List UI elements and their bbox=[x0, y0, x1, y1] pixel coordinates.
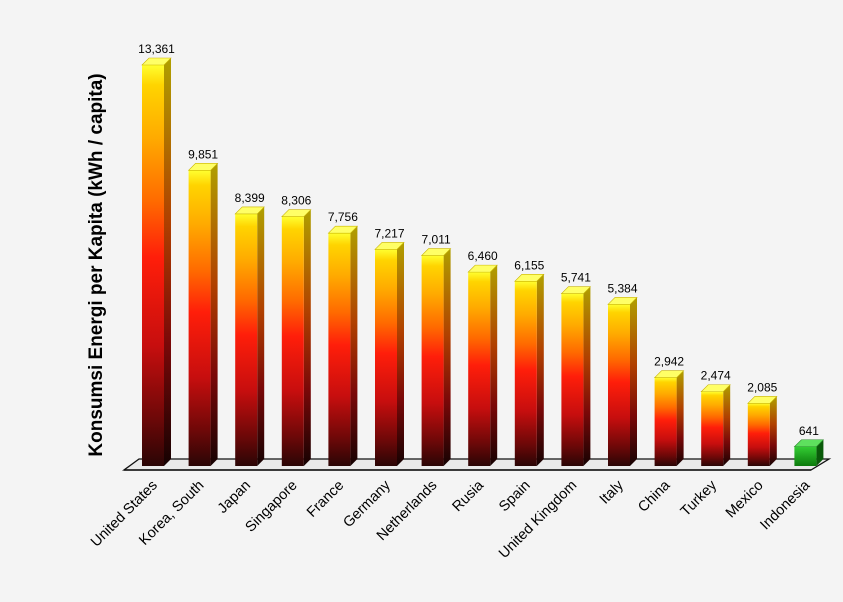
category-label-italy: Italy bbox=[597, 477, 628, 508]
value-label-germany: 7,217 bbox=[374, 226, 404, 240]
bar-side-italy bbox=[630, 297, 637, 466]
bar-italy bbox=[607, 297, 638, 466]
bar-top-japan bbox=[234, 206, 265, 215]
bar-top-rusia bbox=[467, 264, 498, 273]
bar-side-japan bbox=[257, 206, 265, 466]
value-label-japan: 8,399 bbox=[235, 191, 265, 205]
bar-side-spain bbox=[536, 274, 544, 466]
bar-front-italy bbox=[608, 304, 630, 466]
bar-korea-south bbox=[187, 163, 219, 466]
bar-top-france bbox=[327, 225, 359, 234]
bar-mexico bbox=[747, 396, 778, 466]
bar-side-indonesia bbox=[816, 439, 824, 466]
bar-top-united-kingdom bbox=[560, 286, 592, 294]
bar-side-france bbox=[350, 226, 358, 466]
bar-top-china bbox=[653, 370, 685, 379]
bar-front-netherlands bbox=[421, 255, 444, 466]
bar-turkey bbox=[700, 384, 731, 466]
bar-top-germany bbox=[374, 242, 405, 250]
category-label-mexico: Mexico bbox=[723, 478, 767, 522]
bar-singapore bbox=[281, 209, 312, 466]
value-label-spain: 6,155 bbox=[514, 258, 544, 272]
category-label-turkey: Turkey bbox=[678, 477, 721, 520]
bar-top-united-states bbox=[141, 57, 172, 66]
bar-top-spain bbox=[514, 273, 545, 282]
bar-front-china bbox=[654, 377, 677, 466]
value-label-united-kingdom: 5,741 bbox=[561, 271, 591, 285]
value-label-netherlands: 7,011 bbox=[422, 233, 451, 247]
category-label-indonesia: Indonesia bbox=[757, 477, 813, 533]
bar-side-mexico bbox=[769, 396, 777, 466]
bar-united-states bbox=[141, 57, 172, 466]
value-label-rusia: 6,460 bbox=[468, 249, 498, 263]
bar-top-korea-south bbox=[187, 163, 219, 171]
bar-side-china bbox=[676, 370, 684, 466]
category-label-spain: Spain bbox=[496, 478, 534, 516]
bar-top-turkey bbox=[700, 384, 731, 393]
bar-side-korea-south bbox=[210, 163, 218, 466]
bar-front-united-kingdom bbox=[561, 293, 584, 466]
bar-front-japan bbox=[235, 213, 258, 466]
bar-side-netherlands bbox=[443, 248, 451, 466]
bar-front-germany bbox=[375, 249, 397, 466]
bar-top-mexico bbox=[747, 396, 778, 404]
bar-japan bbox=[234, 206, 265, 466]
category-label-france: France bbox=[304, 478, 347, 521]
bar-side-rusia bbox=[490, 265, 498, 466]
bar-front-united-states bbox=[142, 65, 164, 466]
bar-side-united-kingdom bbox=[583, 286, 591, 466]
bar-netherlands bbox=[420, 248, 452, 466]
bar-front-france bbox=[328, 233, 351, 466]
value-label-turkey: 2,474 bbox=[701, 369, 731, 383]
bar-france bbox=[327, 225, 359, 466]
value-label-mexico: 2,085 bbox=[747, 380, 777, 394]
bar-front-indonesia bbox=[794, 446, 817, 466]
bar-top-italy bbox=[607, 297, 638, 305]
category-label-china: China bbox=[635, 477, 674, 516]
bar-front-spain bbox=[514, 281, 537, 466]
bar-side-germany bbox=[397, 242, 404, 466]
bar-top-indonesia bbox=[793, 439, 825, 448]
value-label-indonesia: 641 bbox=[799, 424, 819, 438]
bar-side-singapore bbox=[303, 209, 311, 466]
value-label-china: 2,942 bbox=[654, 355, 684, 369]
y-axis-title: Konsumsi Energi per Kapita (kWh / capita… bbox=[86, 73, 107, 456]
bar-front-turkey bbox=[701, 391, 724, 466]
bar-spain bbox=[514, 273, 545, 466]
bar-front-singapore bbox=[281, 216, 304, 466]
value-label-france: 7,756 bbox=[328, 210, 358, 224]
bar-side-turkey bbox=[723, 384, 731, 466]
bar-front-rusia bbox=[468, 272, 491, 466]
bar-indonesia bbox=[793, 439, 825, 466]
category-label-rusia: Rusia bbox=[449, 477, 487, 515]
bar-top-netherlands bbox=[420, 248, 452, 256]
bar-united-kingdom bbox=[560, 286, 592, 466]
value-label-united-states: 13,361 bbox=[138, 42, 175, 56]
bar-front-korea-south bbox=[188, 170, 211, 466]
bar-rusia bbox=[467, 264, 498, 466]
category-label-japan: Japan bbox=[215, 478, 254, 517]
bar-side-united-states bbox=[164, 58, 171, 466]
value-label-korea-south: 9,851 bbox=[188, 147, 218, 161]
bar-china bbox=[653, 370, 685, 466]
bars-group: 13,361 9,851 8,399 8,306 7,756 7,217 7,011 6,46… bbox=[138, 42, 825, 466]
value-label-italy: 5,384 bbox=[607, 281, 637, 295]
bar-top-singapore bbox=[281, 209, 312, 218]
value-label-singapore: 8,306 bbox=[281, 194, 311, 208]
bar-germany bbox=[374, 242, 405, 466]
bar-front-mexico bbox=[747, 403, 770, 466]
